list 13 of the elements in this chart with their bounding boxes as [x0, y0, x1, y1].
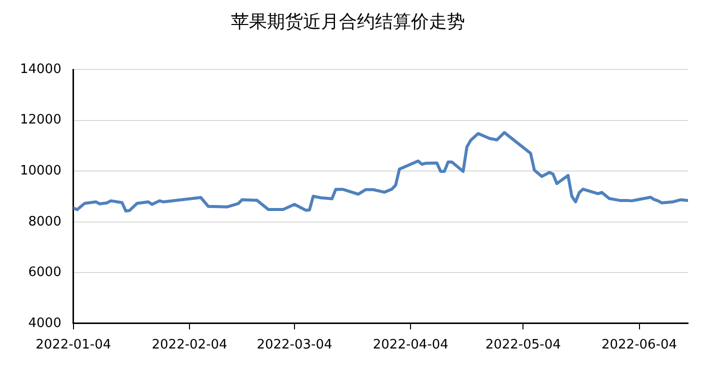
x-tick-label: 2022-03-04 [256, 338, 332, 353]
x-tick-label: 2022-01-04 [36, 338, 112, 353]
y-tick-label: 4000 [28, 316, 62, 331]
x-tick-label: 2022-05-04 [485, 338, 561, 353]
y-tick-label: 6000 [28, 265, 62, 280]
x-tick-label: 2022-06-04 [601, 338, 678, 353]
x-tick-label: 2022-02-04 [152, 338, 228, 353]
chart-title: 苹果期货近月合约结算价走势 [231, 11, 465, 32]
y-tick-label: 12000 [20, 112, 62, 128]
y-tick-label: 10000 [20, 163, 62, 178]
y-tick-label: 8000 [28, 214, 62, 230]
y-tick-label: 14000 [20, 62, 62, 77]
x-tick-label: 2022-04-04 [372, 338, 448, 353]
